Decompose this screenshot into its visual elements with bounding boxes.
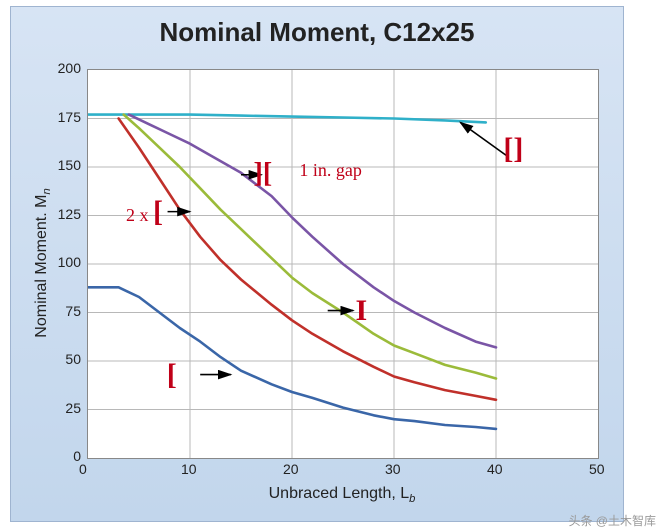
watermark: 头条 @土木智库: [568, 512, 656, 529]
x-axis-label: Unbraced Length, Lb: [87, 485, 597, 505]
annotation-gap-symbol: ][: [254, 160, 273, 188]
annotation-bracket-right: []: [503, 134, 523, 164]
plot-svg: [88, 70, 598, 458]
annotation-single: [: [167, 360, 177, 390]
chart-panel: Nominal Moment, C12x25 01020304050 02550…: [10, 6, 624, 522]
annotation-i-beam: I: [356, 296, 368, 326]
x-tick: 30: [385, 461, 401, 477]
chart-title: Nominal Moment, C12x25: [11, 17, 623, 48]
x-tick: 10: [181, 461, 197, 477]
y-axis-label: Nominal Moment. Mn: [33, 69, 53, 457]
series-series-green: [124, 115, 496, 379]
x-tick: 40: [487, 461, 503, 477]
plot-area: [87, 69, 599, 459]
arrow-bracket-right: [460, 122, 506, 155]
x-tick: 20: [283, 461, 299, 477]
annotation-gap-text: 1 in. gap: [299, 160, 362, 181]
x-tick: 50: [589, 461, 605, 477]
annotation-two-x: 2 x [: [126, 197, 163, 227]
